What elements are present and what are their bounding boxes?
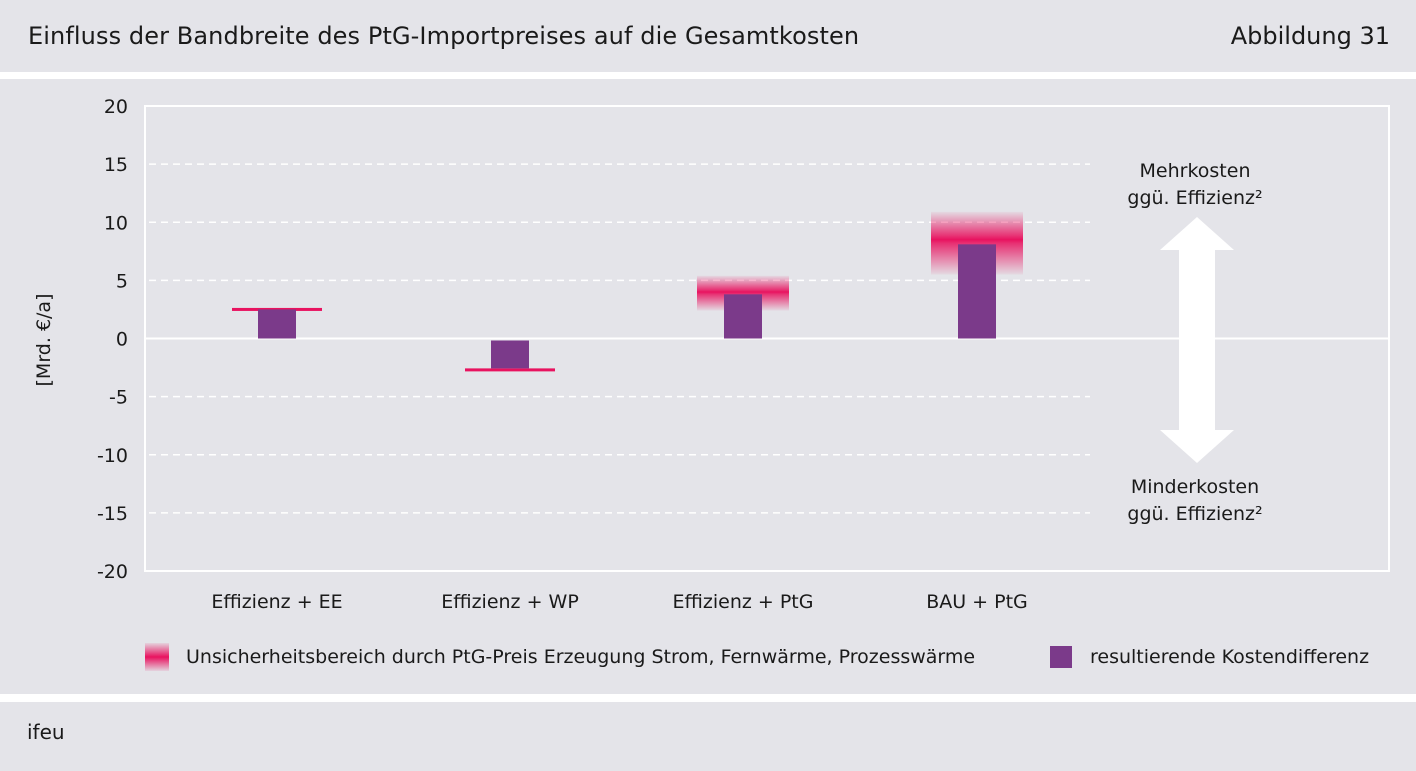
y-tick-label: 15 [104, 154, 128, 176]
y-tick-label: 5 [116, 270, 128, 292]
annotation-upper-line2: ggü. Effizienz² [1127, 187, 1262, 209]
bar [491, 340, 529, 369]
uncertainty-ranges [232, 211, 1023, 372]
annotation-lower-line1: Minderkosten [1131, 476, 1259, 498]
category-labels: Effizienz + EE Effizienz + WP Effizienz + … [211, 591, 1027, 613]
legend-swatch-cost-difference [1050, 646, 1072, 668]
header: Einfluss der Bandbreite des PtG-Importpr… [0, 0, 1416, 72]
annotation-upper-line1: Mehrkosten [1140, 160, 1251, 182]
bar [724, 294, 762, 339]
y-tick-label: 20 [104, 96, 128, 118]
x-category-label: BAU + PtG [926, 591, 1028, 613]
y-tick-label: 0 [116, 329, 128, 351]
source-label: ifeu [27, 720, 65, 744]
y-tick-label: 10 [104, 212, 128, 234]
annotation-lower-line2: ggü. Effizienz² [1127, 503, 1262, 525]
x-category-label: Effizienz + PtG [673, 591, 814, 613]
legend-label-uncertainty: Unsicherheitsbereich durch PtG-Preis Erz… [186, 646, 975, 668]
y-tick-label: -5 [109, 387, 128, 409]
chart-title: Einfluss der Bandbreite des PtG-Importpr… [28, 22, 860, 50]
x-category-label: Effizienz + EE [211, 591, 342, 613]
y-tick-label: -15 [97, 503, 128, 525]
uncertainty-line [465, 368, 555, 372]
legend-swatch-uncertainty [145, 643, 169, 671]
y-tick-label: -20 [97, 561, 128, 583]
bar [258, 309, 296, 339]
double-arrow [1160, 217, 1234, 463]
x-category-label: Effizienz + WP [441, 591, 579, 613]
bar [958, 244, 996, 339]
bars [258, 244, 996, 369]
y-axis-label: [Mrd. €/a] [33, 294, 55, 387]
figure-number: Abbildung 31 [1230, 22, 1390, 50]
footer: ifeu [0, 702, 1416, 771]
legend-label-cost-difference: resultierende Kostendifferenz [1090, 646, 1369, 668]
y-tick-label: -10 [97, 445, 128, 467]
y-axis-ticks: 20 15 10 5 0 -5 -10 -15 -20 [97, 96, 128, 583]
